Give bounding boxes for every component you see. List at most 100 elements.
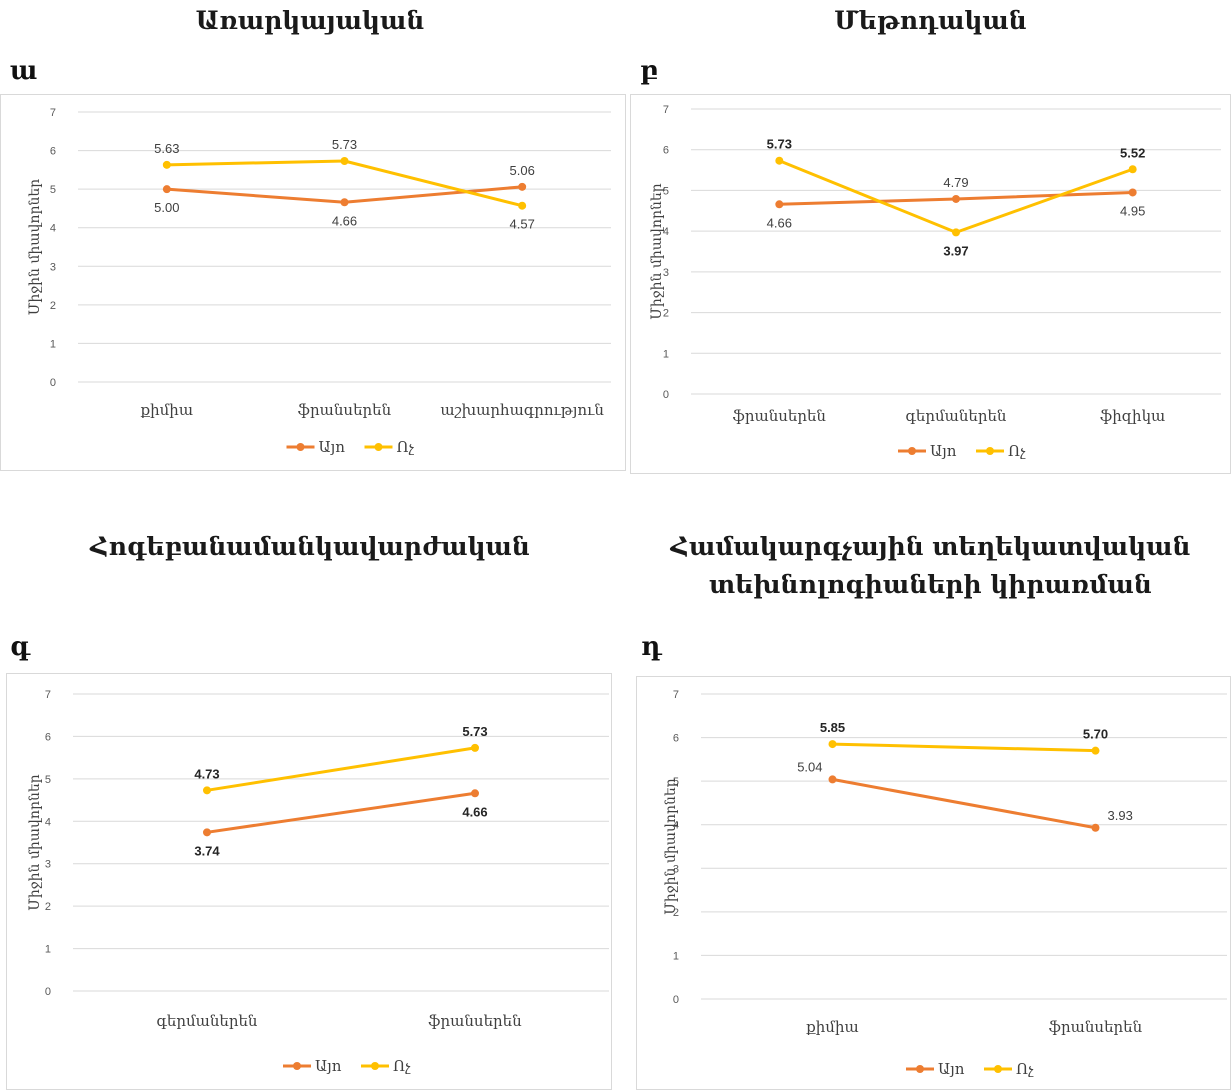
data-label: 4.73 bbox=[194, 766, 219, 781]
legend: Այո Ոչ bbox=[898, 442, 1026, 460]
y-tick-label: 1 bbox=[45, 944, 51, 956]
legend: Այո Ոչ bbox=[906, 1060, 1034, 1078]
data-point bbox=[471, 789, 479, 798]
y-tick-label: 3 bbox=[45, 859, 51, 871]
data-label: 3.74 bbox=[194, 843, 220, 858]
data-point bbox=[471, 743, 479, 752]
y-tick-label: 1 bbox=[663, 348, 669, 360]
x-tick-label: ֆրանսերեն bbox=[1049, 1018, 1143, 1036]
y-tick-label: 6 bbox=[45, 731, 51, 743]
x-tick-label: ֆիզիկա bbox=[1100, 407, 1165, 425]
y-axis-label: Միջին միավորներ bbox=[27, 179, 43, 315]
data-point bbox=[1091, 746, 1100, 755]
y-tick-label: 3 bbox=[50, 261, 56, 273]
y-tick-label: 4 bbox=[663, 226, 669, 238]
data-point bbox=[775, 156, 784, 165]
legend-label: Ոչ bbox=[1016, 1060, 1034, 1078]
data-label: 5.70 bbox=[1083, 727, 1108, 742]
y-tick-label: 0 bbox=[45, 986, 51, 998]
data-point bbox=[203, 786, 211, 795]
chart-panel-d: 0 1 2 3 4 5 6 7 Միջին միավորներ քիմիա ֆրանսերեն 5.0… bbox=[636, 676, 1231, 1090]
data-label: 5.63 bbox=[154, 141, 179, 156]
chart-heading: Հոգեբանամանկավարժական bbox=[0, 528, 620, 566]
y-tick-label: 0 bbox=[663, 389, 669, 401]
x-tick-label: գերմաներեն bbox=[157, 1012, 258, 1030]
data-point bbox=[518, 201, 527, 210]
x-tick-label: ֆրանսերեն bbox=[733, 407, 827, 425]
data-label: 5.73 bbox=[767, 137, 792, 152]
y-tick-label: 4 bbox=[50, 223, 56, 235]
data-point bbox=[340, 156, 349, 165]
y-tick-label: 1 bbox=[50, 338, 56, 350]
data-label: 5.06 bbox=[510, 163, 535, 178]
legend-label: Այո bbox=[315, 1057, 342, 1075]
data-label: 4.95 bbox=[1120, 203, 1145, 218]
y-tick-label: 3 bbox=[673, 863, 679, 875]
chart-heading: Առարկայական bbox=[0, 2, 620, 40]
y-tick-label: 0 bbox=[673, 994, 679, 1006]
legend-marker bbox=[908, 447, 916, 455]
y-tick-label: 2 bbox=[50, 300, 56, 312]
data-label: 5.00 bbox=[154, 200, 179, 215]
chart-heading: Համակարգչային տեղեկատվական տեխնոլոգիաներ… bbox=[630, 528, 1231, 604]
panel-letter: ա bbox=[10, 56, 38, 86]
legend-marker bbox=[374, 443, 383, 451]
y-tick-label: 2 bbox=[45, 901, 51, 913]
data-label: 3.93 bbox=[1108, 808, 1133, 823]
legend-marker bbox=[296, 443, 305, 451]
data-label: 5.73 bbox=[332, 137, 357, 152]
legend-marker bbox=[371, 1062, 379, 1070]
legend-label: Ոչ bbox=[397, 438, 415, 456]
data-point bbox=[518, 182, 527, 191]
y-axis-label: Միջին միավորներ bbox=[663, 778, 679, 914]
data-label: 4.66 bbox=[767, 215, 792, 230]
legend-marker bbox=[994, 1065, 1002, 1073]
y-tick-label: 3 bbox=[663, 267, 669, 279]
legend-marker bbox=[986, 447, 994, 455]
legend-marker bbox=[916, 1065, 924, 1073]
panel-letter: գ bbox=[10, 632, 31, 662]
heading-line: Առարկայական bbox=[195, 6, 425, 35]
line-chart: 0 1 2 3 4 5 6 7 Միջին միավորներ գերմաներեն ֆրանսեր… bbox=[27, 689, 609, 1075]
y-tick-label: 5 bbox=[673, 776, 679, 788]
panel-letter: դ bbox=[641, 632, 662, 662]
legend-label: Այո bbox=[930, 442, 957, 460]
y-tick-label: 2 bbox=[663, 308, 669, 320]
legend-label: Ոչ bbox=[1008, 442, 1026, 460]
y-tick-label: 7 bbox=[663, 104, 669, 116]
data-point bbox=[828, 775, 837, 784]
y-tick-label: 0 bbox=[50, 377, 56, 389]
legend-label: Այո bbox=[319, 438, 346, 456]
data-point bbox=[1128, 165, 1137, 174]
y-tick-label: 6 bbox=[663, 145, 669, 157]
y-tick-label: 7 bbox=[50, 107, 56, 119]
line-chart: 0 1 2 3 4 5 6 7 Միջին միավորներ ֆրանսերեն գերմաներ… bbox=[649, 104, 1221, 460]
heading-line: տեխնոլոգիաների կիրառման bbox=[709, 570, 1152, 599]
data-point bbox=[952, 228, 960, 237]
legend-marker bbox=[293, 1062, 301, 1070]
legend-label: Ոչ bbox=[393, 1057, 411, 1075]
x-tick-label: քիմիա bbox=[806, 1018, 858, 1036]
y-axis-label: Միջին միավորներ bbox=[649, 183, 665, 319]
data-label: 5.52 bbox=[1120, 145, 1145, 160]
data-label: 4.79 bbox=[943, 175, 968, 190]
legend-label: Այո bbox=[938, 1060, 965, 1078]
y-tick-label: 5 bbox=[663, 185, 669, 197]
data-label: 3.97 bbox=[943, 243, 968, 258]
chart-panel-b: 0 1 2 3 4 5 6 7 Միջին միավորներ ֆրանսերեն գերմաներ… bbox=[630, 94, 1231, 474]
y-tick-label: 2 bbox=[673, 907, 679, 919]
data-point bbox=[1128, 188, 1137, 197]
data-point bbox=[952, 194, 960, 203]
heading-line: Մեթոդական bbox=[834, 6, 1027, 35]
y-tick-label: 6 bbox=[50, 146, 56, 158]
data-label: 4.66 bbox=[462, 804, 487, 819]
chart-panel-c: 0 1 2 3 4 5 6 7 Միջին միավորներ գերմաներեն ֆրանսեր… bbox=[6, 673, 612, 1090]
data-label: 5.85 bbox=[820, 720, 845, 735]
series-line bbox=[832, 742, 1096, 753]
panel-letter: բ bbox=[640, 56, 659, 86]
legend: Այո Ոչ bbox=[283, 1057, 411, 1075]
x-tick-label: ֆրանսերեն bbox=[298, 401, 392, 419]
chart-heading: Մեթոդական bbox=[630, 2, 1231, 40]
line-chart: 0 1 2 3 4 5 6 7 Միջին միավորներ քիմիա ֆրանսերեն 5.0… bbox=[663, 689, 1227, 1078]
data-label: 4.66 bbox=[332, 213, 357, 228]
